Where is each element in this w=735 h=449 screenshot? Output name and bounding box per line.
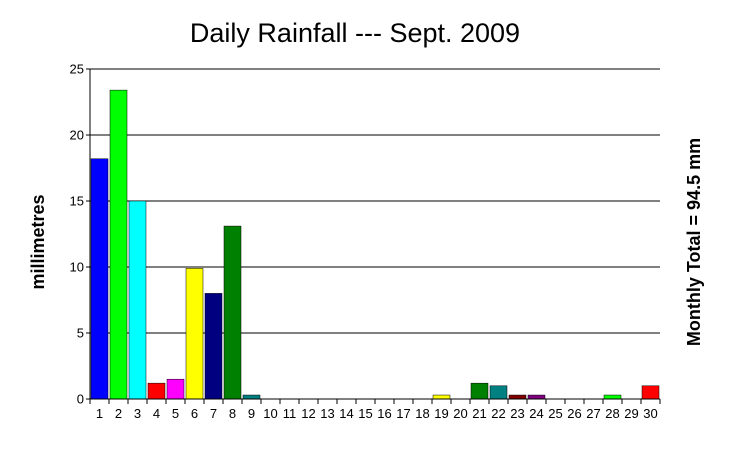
x-tick-label: 15 <box>358 406 372 421</box>
x-tick-label: 6 <box>191 406 198 421</box>
x-tick-label: 28 <box>605 406 619 421</box>
x-tick-label: 12 <box>301 406 315 421</box>
x-tick-label: 1 <box>96 406 103 421</box>
bar <box>527 394 546 400</box>
bar <box>90 158 109 400</box>
bar <box>603 394 622 400</box>
bar <box>432 394 451 400</box>
y-axis-label: millimetres <box>28 194 48 289</box>
x-tick-label: 23 <box>510 406 524 421</box>
bar <box>489 385 508 400</box>
bar <box>128 200 147 400</box>
gridlines <box>90 68 660 334</box>
x-tick-label: 7 <box>210 406 217 421</box>
y-tick-label: 20 <box>70 128 84 143</box>
x-tick-label: 19 <box>434 406 448 421</box>
axes <box>86 68 661 404</box>
x-tick-label: 25 <box>548 406 562 421</box>
x-tick-label: 17 <box>396 406 410 421</box>
x-tick-label: 8 <box>229 406 236 421</box>
bar <box>508 394 527 400</box>
y-tick-label: 5 <box>77 326 84 341</box>
bars <box>90 89 660 400</box>
x-tick-label: 2 <box>115 406 122 421</box>
x-tick-label: 27 <box>586 406 600 421</box>
bar <box>242 394 261 400</box>
y-tick-label: 15 <box>70 194 84 209</box>
y-tick-label: 0 <box>77 392 84 407</box>
y-tick-label: 10 <box>70 260 84 275</box>
bar <box>204 293 223 400</box>
x-tick-labels: 1 2 3 4 5 6 7 8 9 10 11 12 13 14 15 16 17 18 19 20 21 22 23 24 2… <box>96 406 658 421</box>
x-tick-label: 20 <box>453 406 467 421</box>
x-tick-label: 11 <box>283 406 297 421</box>
bar <box>185 268 204 400</box>
x-tick-label: 18 <box>415 406 429 421</box>
x-tick-label: 29 <box>624 406 638 421</box>
bar <box>166 378 185 400</box>
bar <box>147 382 166 400</box>
x-tick-label: 9 <box>248 406 255 421</box>
bar <box>223 225 242 400</box>
x-tick-label: 22 <box>491 406 505 421</box>
x-tick-label: 5 <box>172 406 179 421</box>
x-tick-label: 30 <box>643 406 657 421</box>
x-tick-label: 14 <box>339 406 353 421</box>
y-tick-label: 25 <box>70 62 84 77</box>
x-tick-label: 4 <box>153 406 160 421</box>
bar <box>109 89 128 400</box>
x-tick-label: 3 <box>134 406 141 421</box>
y-tick-labels: 0 5 10 15 20 25 <box>70 62 84 407</box>
x-tick-label: 21 <box>472 406 486 421</box>
x-tick-label: 24 <box>529 406 543 421</box>
chart-title: Daily Rainfall --- Sept. 2009 <box>190 18 520 48</box>
bar <box>641 385 660 400</box>
bar <box>470 382 489 400</box>
x-tick-label: 16 <box>377 406 391 421</box>
monthly-total-label: Monthly Total = 94.5 mm <box>684 138 704 346</box>
x-tick-label: 26 <box>567 406 581 421</box>
x-tick-label: 10 <box>263 406 277 421</box>
x-tick-label: 13 <box>320 406 334 421</box>
